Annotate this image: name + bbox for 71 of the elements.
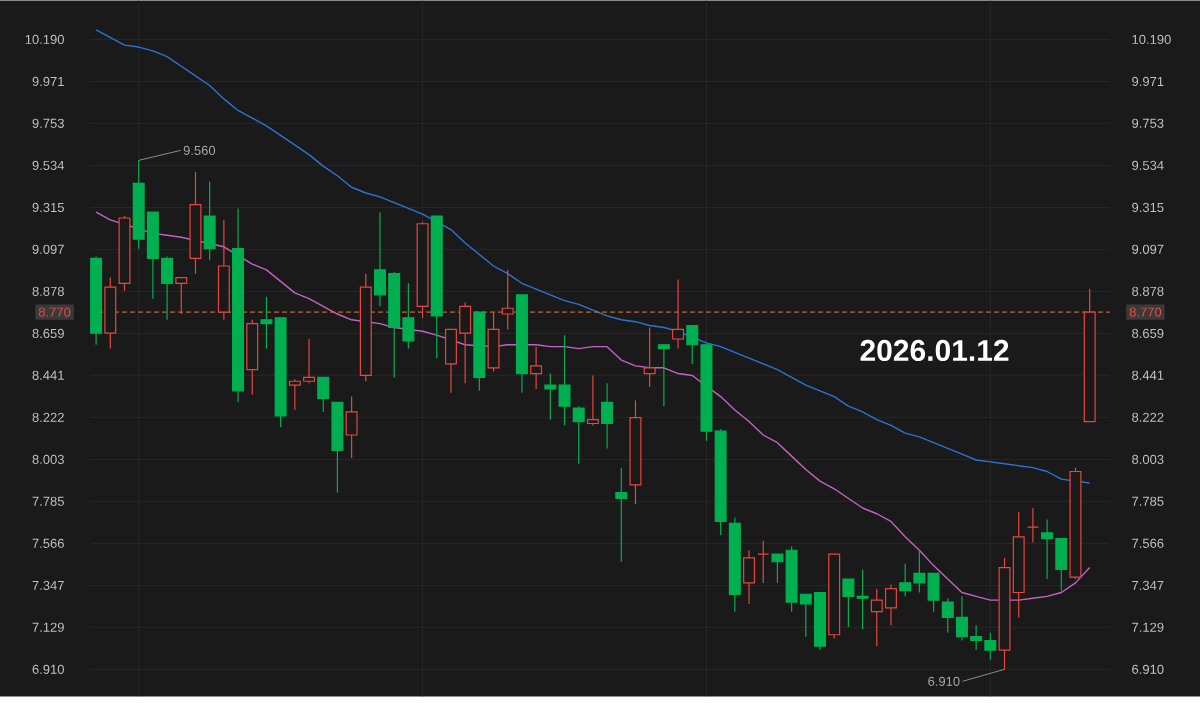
y-tick-label: 9.097 — [32, 244, 64, 254]
text: 8.770 — [1129, 307, 1162, 317]
y2-tick-label: 7.129 — [1132, 622, 1164, 632]
candlestick — [643, 326, 656, 388]
y2-tick-label: 6.910 — [1132, 664, 1164, 674]
candlestick — [615, 466, 628, 563]
y2-tick-label: 9.971 — [1132, 76, 1164, 86]
y2-tick-label: 7.347 — [1132, 580, 1164, 590]
y2-tick-label: 8.222 — [1132, 412, 1164, 422]
candlestick — [303, 338, 316, 384]
candlestick — [757, 539, 770, 584]
y2-tick-label: 9.097 — [1132, 244, 1164, 254]
y-tick-label: 7.347 — [32, 580, 64, 590]
ref-line-label: 8.770 — [38, 307, 71, 317]
candlestick — [345, 395, 358, 459]
y2-tick-label: 10.190 — [1132, 34, 1171, 44]
candlestick — [530, 345, 543, 390]
candlestick — [317, 376, 330, 413]
candlestick — [970, 624, 983, 651]
candlestick — [771, 553, 784, 584]
y-tick-label: 9.534 — [32, 160, 65, 170]
candlestick — [558, 334, 571, 426]
y2-tick-label: 7.566 — [1132, 538, 1164, 548]
candlestick — [586, 374, 599, 426]
candlestick — [884, 584, 897, 626]
candlestick — [175, 276, 188, 315]
y-tick-label: 10.190 — [25, 34, 64, 44]
y-tick-label: 8.222 — [32, 412, 64, 422]
candlestick — [899, 562, 912, 597]
annotation: 9.560 — [183, 145, 216, 155]
candlestick — [799, 593, 812, 638]
candlestick — [260, 296, 273, 350]
y-tick-label: 9.971 — [32, 76, 64, 86]
y-tick-label: 8.003 — [32, 454, 64, 464]
candlestick — [501, 269, 514, 330]
y-tick-label: 9.315 — [32, 202, 64, 212]
y2-tick-label: 9.315 — [1132, 202, 1164, 212]
y2-tick-label: 8.441 — [1132, 370, 1164, 380]
candlestick — [955, 595, 968, 641]
y2-tick-label: 9.753 — [1132, 118, 1164, 128]
candlestick — [544, 372, 557, 421]
y2-tick-label: 8.878 — [1132, 286, 1164, 296]
y2-tick-label: 7.785 — [1132, 496, 1164, 506]
candlestick — [601, 382, 614, 449]
candlestick — [870, 587, 883, 647]
y-tick-label: 9.753 — [32, 118, 64, 128]
y-tick-label: 6.910 — [32, 664, 64, 674]
candlestick — [402, 282, 415, 350]
candlestick — [1041, 518, 1054, 580]
candlestick — [856, 568, 869, 630]
candlestick — [686, 324, 699, 365]
candlestick — [1026, 507, 1039, 544]
y-tick-label: 8.659 — [32, 328, 64, 338]
annotation: 6.910 — [928, 676, 960, 686]
candlestick — [984, 632, 997, 661]
candlestick — [941, 597, 954, 634]
candlestick — [572, 405, 585, 465]
candlestick — [657, 344, 670, 407]
y-tick-label: 8.441 — [32, 370, 64, 380]
candlestick — [842, 578, 855, 628]
y-tick-label: 7.566 — [32, 538, 64, 548]
y2-tick-label: 9.534 — [1132, 160, 1164, 170]
y-tick-label: 7.129 — [32, 622, 64, 632]
y-tick-label: 8.878 — [32, 286, 64, 296]
y-tick-label: 7.785 — [32, 496, 64, 506]
candlestick — [288, 378, 301, 411]
candlestick — [672, 278, 685, 350]
y2-tick-label: 8.659 — [1132, 328, 1164, 338]
y2-tick-label: 8.003 — [1132, 454, 1164, 464]
candlestick — [913, 549, 926, 593]
annotation: 2026.01.12 — [860, 339, 1009, 361]
